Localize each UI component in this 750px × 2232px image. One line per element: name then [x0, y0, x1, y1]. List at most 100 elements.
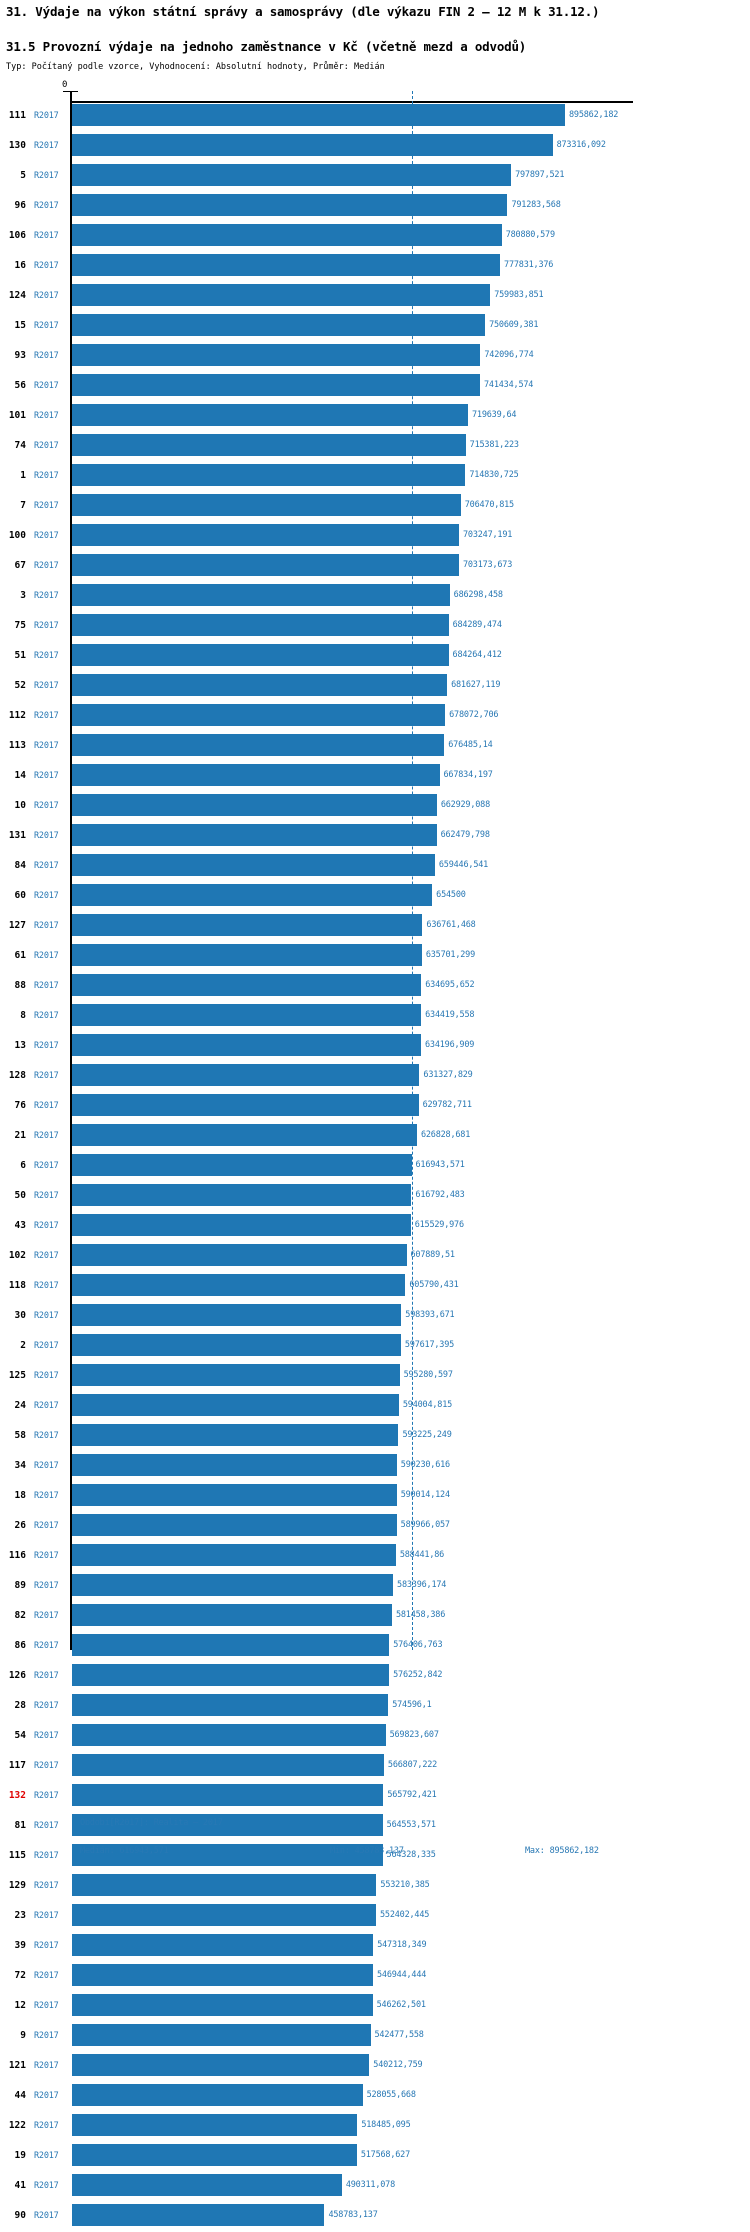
bar[interactable]: [72, 1124, 417, 1146]
bar-row[interactable]: 122 R2017 518485,095: [0, 2112, 750, 2142]
bar-row[interactable]: 23 R2017 552402,445: [0, 1902, 750, 1932]
bar[interactable]: [72, 1094, 419, 1116]
bar[interactable]: [72, 1274, 406, 1296]
bar-row[interactable]: 5 R2017 797897,521: [0, 162, 750, 192]
bar[interactable]: [72, 1424, 399, 1446]
bar[interactable]: [72, 464, 466, 486]
bar[interactable]: [72, 794, 437, 816]
bar[interactable]: [72, 1814, 383, 1836]
bar[interactable]: [72, 524, 459, 546]
bar[interactable]: [72, 764, 440, 786]
bar[interactable]: [72, 1394, 399, 1416]
bar[interactable]: [72, 344, 481, 366]
bar[interactable]: [72, 104, 565, 126]
bar[interactable]: [72, 1334, 401, 1356]
bar-row[interactable]: 7 R2017 706470,815: [0, 492, 750, 522]
bar[interactable]: [72, 284, 491, 306]
bar-row[interactable]: 111 R2017 895862,182: [0, 102, 750, 132]
bar[interactable]: [72, 824, 437, 846]
bar[interactable]: [72, 1694, 389, 1716]
bar[interactable]: [72, 1304, 402, 1326]
bar-row[interactable]: 75 R2017 684289,474: [0, 612, 750, 642]
bar[interactable]: [72, 584, 450, 606]
bar[interactable]: [72, 644, 449, 666]
bar[interactable]: [72, 1994, 373, 2016]
bar[interactable]: [72, 1574, 394, 1596]
bar[interactable]: [72, 674, 448, 696]
bar-row[interactable]: 82 R2017 581458,386: [0, 1602, 750, 1632]
bar-row[interactable]: 130 R2017 873316,092: [0, 132, 750, 162]
bar[interactable]: [72, 1934, 374, 1956]
bar-row[interactable]: 72 R2017 546944,444: [0, 1962, 750, 1992]
bar-row[interactable]: 26 R2017 589966,057: [0, 1512, 750, 1542]
bar-row[interactable]: 28 R2017 574596,1: [0, 1692, 750, 1722]
bar-row[interactable]: 90 R2017 458783,137: [0, 2202, 750, 2232]
bar[interactable]: [72, 1034, 421, 1056]
bar-row[interactable]: 19 R2017 517568,627: [0, 2142, 750, 2172]
bar-row[interactable]: 10 R2017 662929,088: [0, 792, 750, 822]
bar-row[interactable]: 34 R2017 590230,616: [0, 1452, 750, 1482]
bar[interactable]: [72, 734, 445, 756]
bar-row[interactable]: 41 R2017 490311,078: [0, 2172, 750, 2202]
bar-row[interactable]: 115 R2017 564328,335: [0, 1842, 750, 1872]
bar-row[interactable]: 21 R2017 626828,681: [0, 1122, 750, 1152]
bar[interactable]: [72, 1754, 384, 1776]
bar-row[interactable]: 30 R2017 598393,671: [0, 1302, 750, 1332]
bar-row[interactable]: 101 R2017 719639,64: [0, 402, 750, 432]
bar[interactable]: [72, 1214, 411, 1236]
bar-row[interactable]: 6 R2017 616943,571: [0, 1152, 750, 1182]
bar-row[interactable]: 93 R2017 742096,774: [0, 342, 750, 372]
bar-row[interactable]: 128 R2017 631327,829: [0, 1062, 750, 1092]
bar-row[interactable]: 117 R2017 566807,222: [0, 1752, 750, 1782]
bar[interactable]: [72, 2174, 342, 2196]
bar-row[interactable]: 112 R2017 678072,706: [0, 702, 750, 732]
bar[interactable]: [72, 1784, 384, 1806]
bar-row[interactable]: 18 R2017 590014,124: [0, 1482, 750, 1512]
bar[interactable]: [72, 2144, 357, 2166]
bar[interactable]: [72, 1964, 373, 1986]
bar[interactable]: [72, 134, 553, 156]
bar[interactable]: [72, 434, 466, 456]
bar[interactable]: [72, 554, 459, 576]
bar-row[interactable]: 86 R2017 576406,763: [0, 1632, 750, 1662]
bar[interactable]: [72, 1904, 376, 1926]
bar-row[interactable]: 54 R2017 569823,607: [0, 1722, 750, 1752]
bar[interactable]: [72, 254, 501, 276]
bar-row[interactable]: 132 R2017 565792,421: [0, 1782, 750, 1812]
bar[interactable]: [72, 1544, 396, 1566]
bar[interactable]: [72, 1484, 397, 1506]
bar[interactable]: [72, 2024, 371, 2046]
bar-row[interactable]: 56 R2017 741434,574: [0, 372, 750, 402]
bar[interactable]: [72, 1874, 377, 1896]
bar-row[interactable]: 74 R2017 715381,223: [0, 432, 750, 462]
bar-row[interactable]: 13 R2017 634196,909: [0, 1032, 750, 1062]
bar-row[interactable]: 67 R2017 703173,673: [0, 552, 750, 582]
bar-row[interactable]: 2 R2017 597617,395: [0, 1332, 750, 1362]
bar[interactable]: [72, 1184, 412, 1206]
bar-row[interactable]: 106 R2017 780880,579: [0, 222, 750, 252]
bar-row[interactable]: 84 R2017 659446,541: [0, 852, 750, 882]
bar-row[interactable]: 24 R2017 594004,815: [0, 1392, 750, 1422]
bar[interactable]: [72, 884, 433, 906]
bar-row[interactable]: 124 R2017 759983,851: [0, 282, 750, 312]
bar-row[interactable]: 9 R2017 542477,558: [0, 2022, 750, 2052]
bar-row[interactable]: 126 R2017 576252,842: [0, 1662, 750, 1692]
bar-row[interactable]: 89 R2017 583396,174: [0, 1572, 750, 1602]
bar-row[interactable]: 52 R2017 681627,119: [0, 672, 750, 702]
bar-row[interactable]: 118 R2017 605790,431: [0, 1272, 750, 1302]
bar-row[interactable]: 60 R2017 654500: [0, 882, 750, 912]
bar[interactable]: [72, 1364, 400, 1386]
bar-row[interactable]: 129 R2017 553210,385: [0, 1872, 750, 1902]
bar-row[interactable]: 14 R2017 667834,197: [0, 762, 750, 792]
bar-row[interactable]: 15 R2017 750609,381: [0, 312, 750, 342]
bar[interactable]: [72, 1454, 397, 1476]
bar-row[interactable]: 121 R2017 540212,759: [0, 2052, 750, 2082]
bar[interactable]: [72, 704, 446, 726]
bar-row[interactable]: 44 R2017 528055,668: [0, 2082, 750, 2112]
bar[interactable]: [72, 404, 469, 426]
bar[interactable]: [72, 2054, 370, 2076]
bar-row[interactable]: 51 R2017 684264,412: [0, 642, 750, 672]
bar[interactable]: [72, 164, 512, 186]
bar[interactable]: [72, 224, 502, 246]
bar-row[interactable]: 3 R2017 686298,458: [0, 582, 750, 612]
